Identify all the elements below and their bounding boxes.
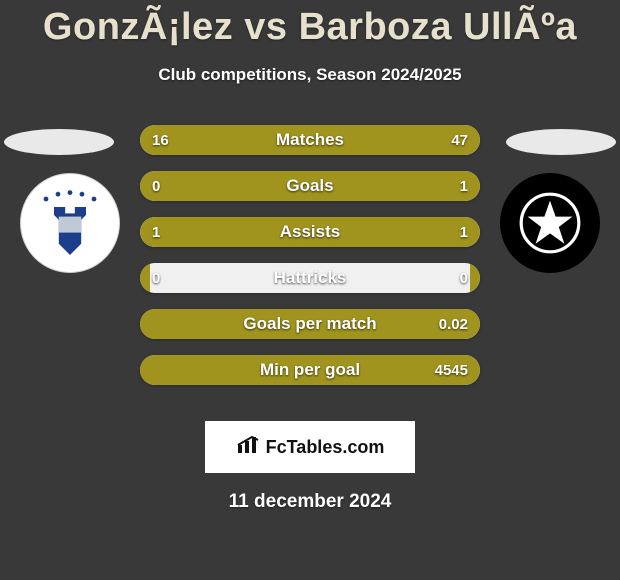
stat-fill-right (150, 171, 480, 201)
stat-row: 4545Min per goal (140, 355, 480, 385)
stat-row: 0.02Goals per match (140, 309, 480, 339)
stat-value-left: 16 (152, 125, 169, 155)
stat-fill-right (470, 263, 480, 293)
stat-fill-right (150, 355, 480, 385)
comparison-arena: 1647Matches01Goals11Assists00Hattricks0.… (0, 113, 620, 413)
page-title: GonzÃ¡lez vs Barboza UllÃºa (0, 0, 620, 49)
brand-box[interactable]: FcTables.com (205, 421, 415, 473)
stat-fill-left (140, 171, 150, 201)
stat-value-left: 0 (152, 171, 160, 201)
chart-icon (236, 435, 264, 460)
stat-fill-right (150, 309, 480, 339)
stat-value-right: 1 (460, 171, 468, 201)
stat-value-right: 1 (460, 217, 468, 247)
stat-fill-left (140, 217, 310, 247)
right-team-badge (500, 173, 600, 273)
stat-value-left: 0 (152, 263, 160, 293)
left-team-badge (20, 173, 120, 273)
stat-fill-right (225, 125, 480, 155)
stat-value-right: 4545 (435, 355, 468, 385)
page-subtitle: Club competitions, Season 2024/2025 (0, 65, 620, 85)
stat-value-left: 1 (152, 217, 160, 247)
stat-row: 1647Matches (140, 125, 480, 155)
footer-date: 11 december 2024 (0, 491, 620, 513)
stat-fill-left (140, 263, 150, 293)
right-ellipse (506, 129, 616, 155)
stat-value-right: 0.02 (439, 309, 468, 339)
stat-label: Hattricks (140, 263, 480, 293)
stat-fill-right (310, 217, 480, 247)
stat-fill-left (140, 309, 150, 339)
left-ellipse (4, 129, 114, 155)
botafogo-crest-icon (510, 183, 590, 263)
pachuca-crest-icon (30, 183, 110, 263)
brand-text: FcTables.com (266, 437, 385, 458)
stat-row: 0 0Hattricks (140, 263, 480, 293)
stat-value-right: 47 (451, 125, 468, 155)
stat-fill-left (140, 355, 150, 385)
stat-row: 11Assists (140, 217, 480, 247)
stat-row: 01Goals (140, 171, 480, 201)
stat-value-right: 0 (460, 263, 468, 293)
stat-bars: 1647Matches01Goals11Assists00Hattricks0.… (140, 125, 480, 401)
